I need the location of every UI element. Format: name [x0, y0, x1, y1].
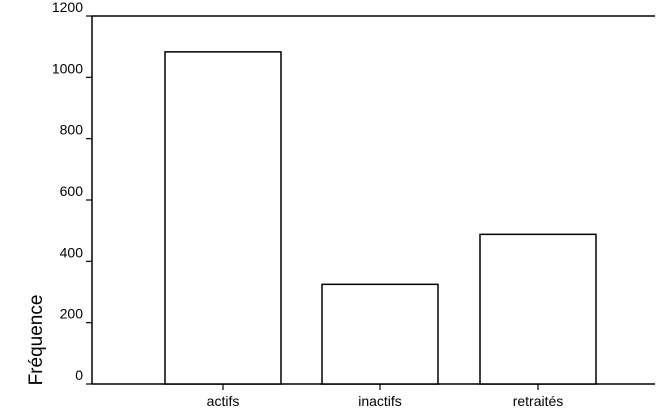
y-tick-label: 800 — [60, 122, 84, 138]
y-axis-ticks: 0 200 400 600 800 1000 1200 — [52, 0, 92, 385]
y-axis-title: Fréquence — [26, 295, 47, 386]
x-category-label: retraités — [513, 393, 564, 409]
bar-2 — [479, 233, 597, 385]
x-category-label: actifs — [207, 393, 240, 409]
y-tick-label: 200 — [60, 306, 84, 322]
y-tick-label: 0 — [75, 367, 83, 383]
y-tick-label: 1200 — [52, 0, 83, 15]
x-axis-labels: actifs inactifs retraités — [207, 384, 564, 409]
x-category-label: inactifs — [358, 393, 402, 409]
y-tick-label: 400 — [60, 244, 84, 260]
y-tick-label: 1000 — [52, 60, 83, 76]
bar-0 — [164, 51, 282, 385]
bars-group — [164, 51, 597, 385]
y-tick-label: 600 — [60, 183, 84, 199]
bar-1 — [321, 283, 439, 385]
